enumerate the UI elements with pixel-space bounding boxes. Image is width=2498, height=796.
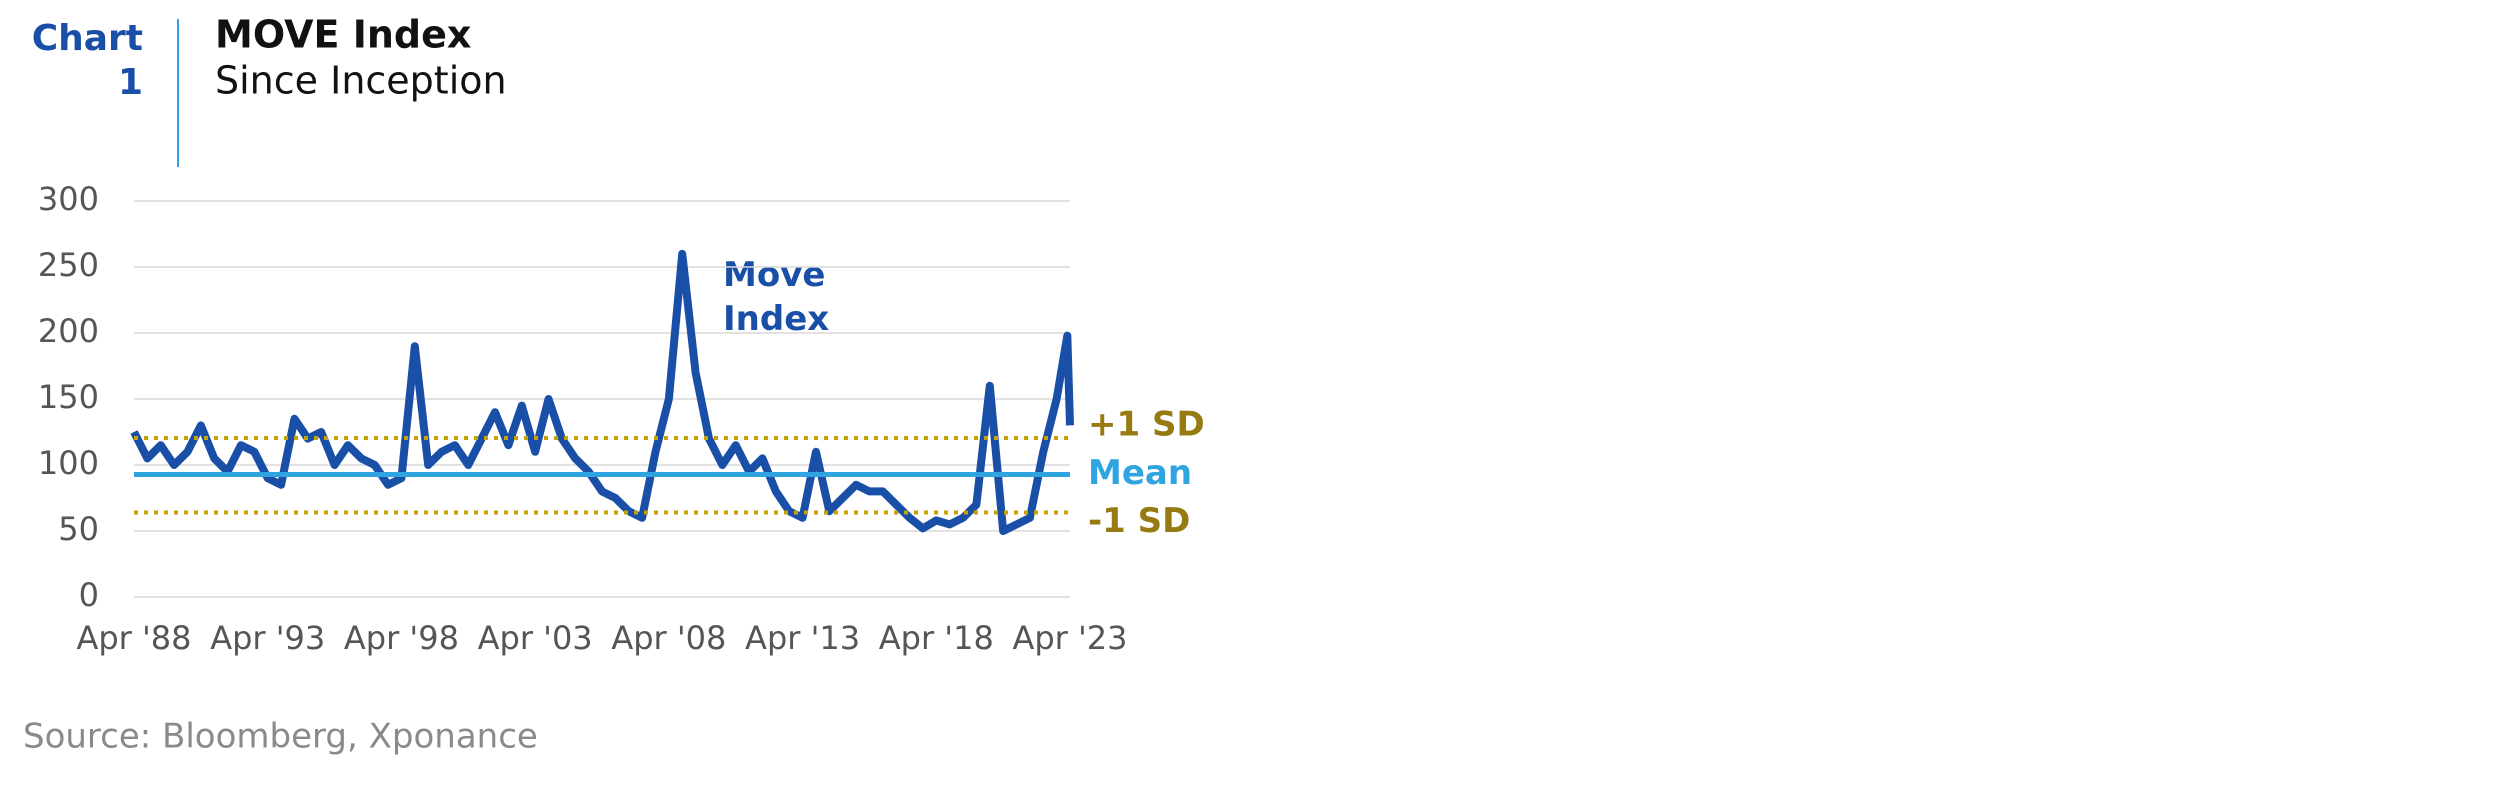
x-tick-label: Apr '93: [210, 619, 325, 657]
data-line: [130, 249, 1074, 535]
x-tick-label: Apr '98: [344, 619, 459, 657]
chart-title: MOVE Index: [215, 13, 471, 57]
x-tick-label: Apr '08: [611, 619, 726, 657]
chart-number: 1: [118, 62, 143, 103]
x-tick-label: Apr '18: [879, 619, 994, 657]
annotation: Move Index: [723, 255, 829, 339]
reference-label: +1 SD: [1088, 404, 1205, 444]
chart-label: Chart: [32, 18, 143, 59]
x-tick-label: Apr '23: [1012, 619, 1127, 657]
source: Source: Bloomberg, Xponance: [23, 717, 538, 757]
y-tick-label: 100: [38, 444, 99, 482]
y-tick-label: 150: [38, 378, 99, 416]
y-tick-label: 0: [79, 576, 99, 614]
y-tick-label: 50: [58, 510, 99, 548]
y-tick-label: 300: [38, 180, 99, 218]
reference-label: Mean: [1088, 453, 1192, 493]
y-tick-label: 200: [38, 312, 99, 350]
chart-subtitle: Since Inception: [215, 59, 507, 103]
x-tick-label: Apr '03: [478, 619, 593, 657]
reference-label: -1 SD: [1088, 501, 1190, 541]
x-tick-label: Apr '88: [76, 619, 191, 657]
y-tick-label: 250: [38, 246, 99, 284]
x-tick-label: Apr '13: [745, 619, 860, 657]
